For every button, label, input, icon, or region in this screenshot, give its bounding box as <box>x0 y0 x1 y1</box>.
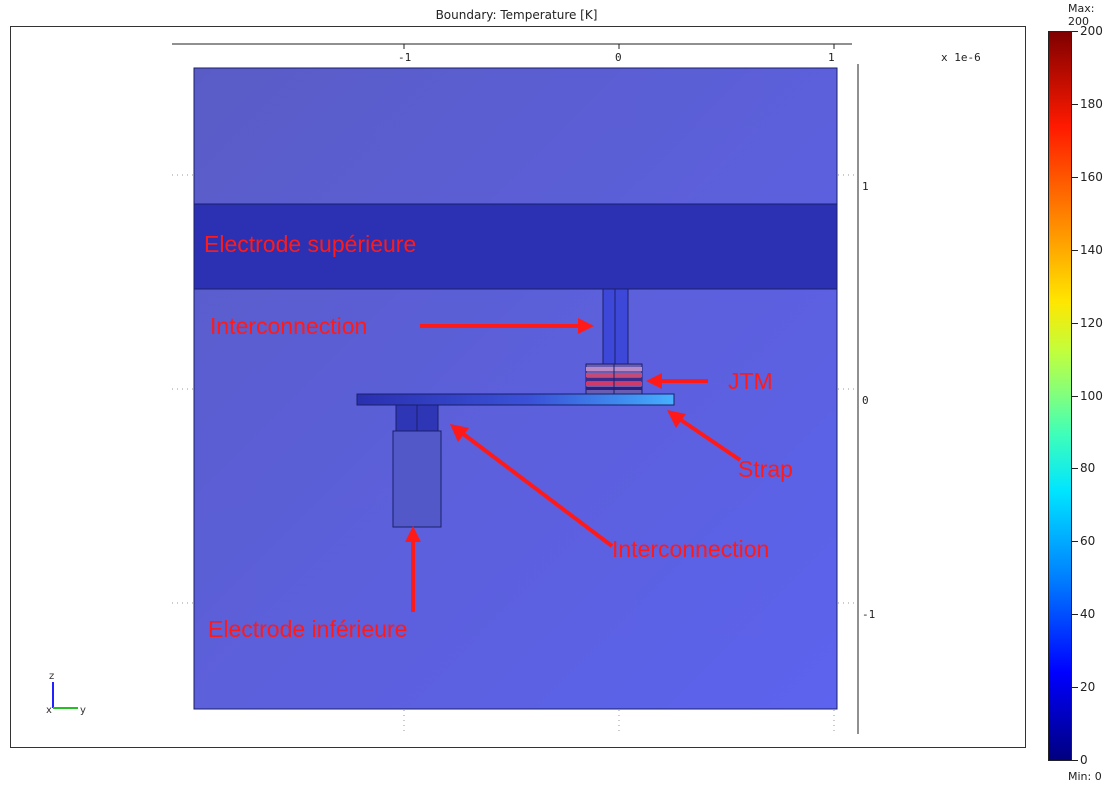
grid-lines <box>172 174 858 734</box>
colorbar-tick-label: 80 <box>1080 461 1096 476</box>
colorbar-tick-mark <box>1072 103 1078 105</box>
label-interconnection-bottom: Interconnection <box>612 536 769 562</box>
label-top-electrode: Electrode supérieure <box>204 231 416 257</box>
jtm-stack[interactable] <box>585 363 643 395</box>
colorbar-tick-mark <box>1072 322 1078 324</box>
axis-x-label: x <box>46 705 52 716</box>
colorbar-max-label: Max: 200 <box>1068 2 1095 28</box>
scale-label: x 1e-6 <box>941 51 981 64</box>
annotation-arrows <box>405 318 742 612</box>
colorbar-tick-label: 100 <box>1080 388 1103 403</box>
colorbar-tick-mark <box>1072 176 1078 178</box>
colorbar-tick-label: 20 <box>1080 680 1096 695</box>
label-interconnection-top: Interconnection <box>210 313 367 339</box>
axis-z-label: z <box>49 671 54 682</box>
plot-title: Boundary: Temperature [K] <box>435 8 598 22</box>
axis-orientation-indicator: z x y <box>46 671 86 716</box>
colorbar-tick-mark <box>1072 249 1078 251</box>
colorbar-tick-label: 160 <box>1080 169 1103 184</box>
strap-bar[interactable] <box>356 393 675 406</box>
x-tick-label-0: 0 <box>615 51 622 64</box>
colorbar-tick-mark <box>1072 614 1078 616</box>
label-bottom-electrode: Electrode inférieure <box>208 616 407 642</box>
geometry-view[interactable]: -1 0 1 x 1e-6 1 0 -1 <box>0 0 1040 760</box>
label-strap: Strap <box>738 456 793 482</box>
label-jtm: JTM <box>728 368 773 394</box>
y-tick-label-neg1: -1 <box>862 608 875 621</box>
colorbar-tick-label: 60 <box>1080 534 1096 549</box>
colorbar-tick-label: 200 <box>1080 24 1103 38</box>
top-electrode-band[interactable] <box>193 203 838 290</box>
colorbar-tick-label: 180 <box>1080 96 1103 111</box>
colorbar-tick-label: 120 <box>1080 315 1103 330</box>
colorbar-tick-label: 40 <box>1080 607 1096 622</box>
colorbar-min-label: Min: 0 <box>1068 770 1102 783</box>
y-tick-label-0: 0 <box>862 394 869 407</box>
colorbar-tick-mark <box>1072 541 1078 543</box>
colorbar-tick-mark <box>1072 31 1078 32</box>
colorbar-tick-mark <box>1072 687 1078 689</box>
axis-y-label: y <box>80 705 86 716</box>
domain-region[interactable] <box>193 67 838 710</box>
colorbar-tick-label: 0 <box>1080 753 1088 767</box>
colorbar-tick-mark <box>1072 395 1078 397</box>
x-tick-label-neg1: -1 <box>398 51 411 64</box>
y-tick-label-1: 1 <box>862 180 869 193</box>
colorbar-tick-mark <box>1072 468 1078 470</box>
colorbar-tick-mark <box>1072 760 1078 761</box>
colorbar-tick-label: 140 <box>1080 242 1103 257</box>
x-tick-label-1: 1 <box>828 51 835 64</box>
bottom-electrode-block[interactable] <box>392 430 442 528</box>
colorbar <box>1048 31 1072 761</box>
